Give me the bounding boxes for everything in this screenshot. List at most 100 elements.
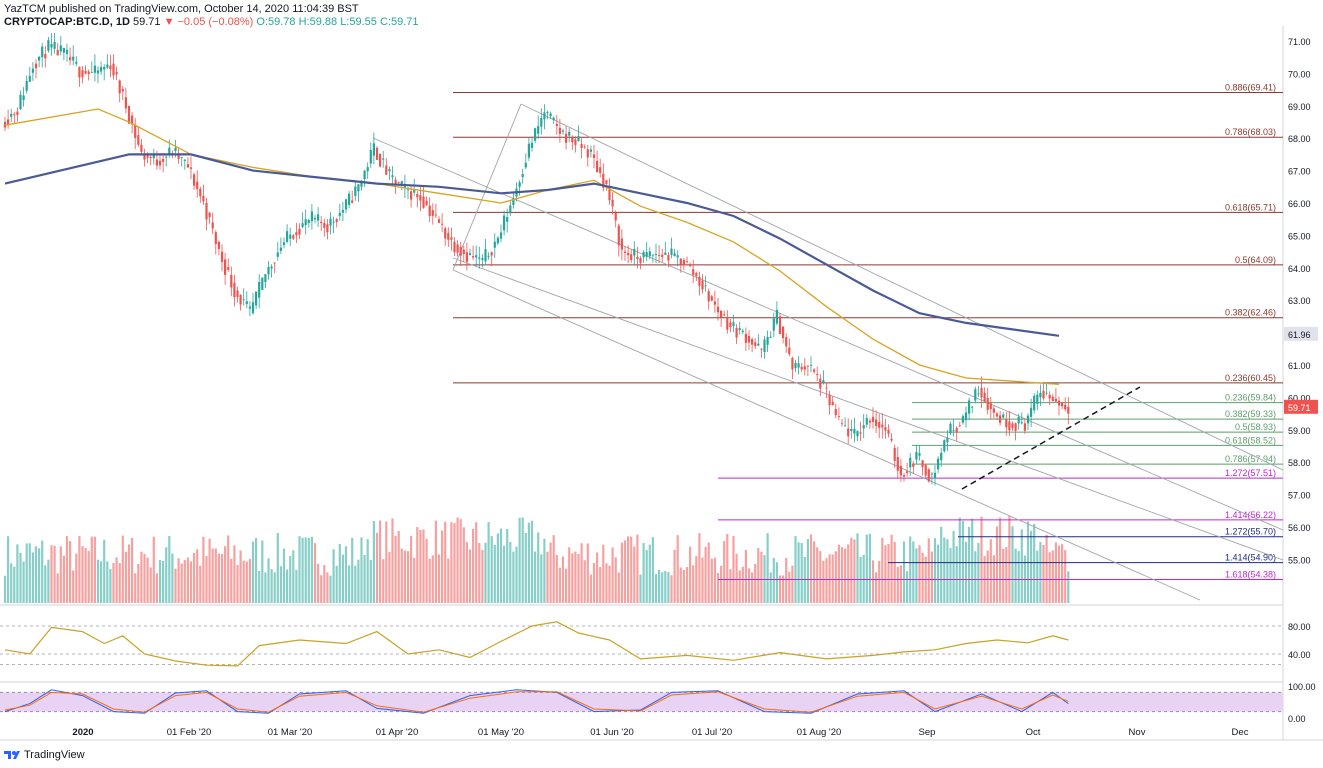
fib-level-label: 0.5(64.09) (1235, 255, 1276, 265)
candle-body (983, 392, 986, 402)
candle-body (862, 425, 865, 429)
volume-bar (406, 551, 410, 603)
volume-bar (995, 526, 999, 603)
candle-body (1014, 423, 1017, 431)
y-tick-label: 70.00 (1288, 69, 1311, 79)
volume-bar (335, 565, 338, 603)
candle-body (196, 181, 199, 190)
volume-bar (654, 574, 658, 603)
candle-body (326, 224, 329, 233)
volume-bar (754, 564, 757, 603)
candle-body (766, 336, 769, 345)
candle-body (716, 306, 720, 313)
volume-bar (723, 541, 726, 603)
volume-bar (946, 539, 949, 603)
candle-body (611, 199, 614, 207)
volume-bar (757, 547, 760, 603)
candle-body (295, 232, 298, 236)
volume-bar (354, 565, 357, 603)
candle-body (605, 180, 608, 184)
candle-body (16, 111, 19, 115)
volume-bar (1011, 526, 1014, 603)
candle-body (837, 416, 840, 417)
volume-bar (543, 538, 546, 603)
volume-bar (952, 530, 955, 603)
stoch-k-line (4, 689, 1069, 714)
candle-body (462, 249, 465, 255)
candle-body (992, 408, 995, 413)
price-mark-box (1284, 326, 1318, 341)
volume-bar (298, 536, 301, 603)
volume-bar (382, 559, 385, 603)
volume-bar (1064, 550, 1067, 603)
candle-body (406, 189, 410, 191)
channel-line (452, 257, 1284, 561)
candle-body (853, 428, 856, 434)
candle-body (431, 210, 434, 216)
volume-bar (468, 549, 472, 603)
candle-body (974, 389, 977, 401)
volume-bar (645, 549, 648, 603)
volume-bar (899, 565, 902, 603)
volume-bar (912, 541, 915, 603)
fib-level-label: 0.236(59.84) (1225, 393, 1276, 403)
volume-bar (19, 552, 22, 603)
volume-bar (878, 560, 881, 603)
candle-body (549, 113, 552, 117)
candle-body (868, 420, 871, 423)
fib-level-label: 1.618(54.38) (1225, 569, 1276, 579)
x-tick-label: 2020 (72, 727, 93, 738)
volume-bar (806, 539, 809, 603)
candle-body (726, 318, 729, 330)
candle-body (1061, 402, 1064, 407)
candle-body (893, 447, 896, 461)
volume-bar (233, 545, 236, 603)
candle-body (335, 219, 338, 223)
volume-bar (162, 560, 165, 603)
volume-bar (348, 565, 351, 603)
volume-bar (289, 556, 292, 603)
volume-bar (124, 551, 127, 603)
volume-bar (261, 540, 264, 603)
candle-body (859, 432, 862, 434)
volume-bar (577, 553, 580, 603)
stoch-tick-label: 100.00 (1288, 682, 1316, 692)
volume-bar (862, 554, 865, 603)
volume-bar (394, 535, 397, 603)
volume-bar (53, 545, 56, 603)
x-tick-label: 01 Aug '20 (797, 727, 842, 738)
x-tick-label: 01 Jun '20 (590, 727, 634, 738)
candle-body (915, 452, 918, 460)
volume-bar (605, 563, 608, 603)
volume-bar (56, 573, 59, 603)
candle-body (115, 72, 118, 75)
candle-body (654, 253, 658, 255)
candle-body (31, 68, 34, 73)
volume-bar (338, 543, 341, 603)
volume-bar (242, 560, 245, 603)
candle-body (896, 457, 899, 471)
volume-bar (149, 567, 152, 603)
candle-body (887, 429, 890, 434)
volume-bar (893, 541, 896, 603)
candle-body (850, 428, 853, 432)
volume-bar (391, 518, 394, 603)
candle-body (819, 378, 822, 389)
volume-bar (431, 555, 434, 603)
stoch-d-line (4, 691, 1069, 713)
y-tick-label: 57.00 (1288, 491, 1311, 501)
volume-bar (422, 529, 425, 603)
candle-body (627, 252, 630, 256)
tradingview-logo: TradingView (4, 749, 85, 761)
volume-bar (264, 572, 267, 603)
candle-body (583, 146, 586, 148)
volume-bar (800, 542, 803, 603)
volume-bar (413, 557, 416, 603)
candle-body (971, 406, 974, 408)
candle-body (937, 458, 940, 470)
candle-body (251, 302, 255, 314)
candle-body (1057, 400, 1061, 406)
volume-bar (716, 573, 720, 603)
